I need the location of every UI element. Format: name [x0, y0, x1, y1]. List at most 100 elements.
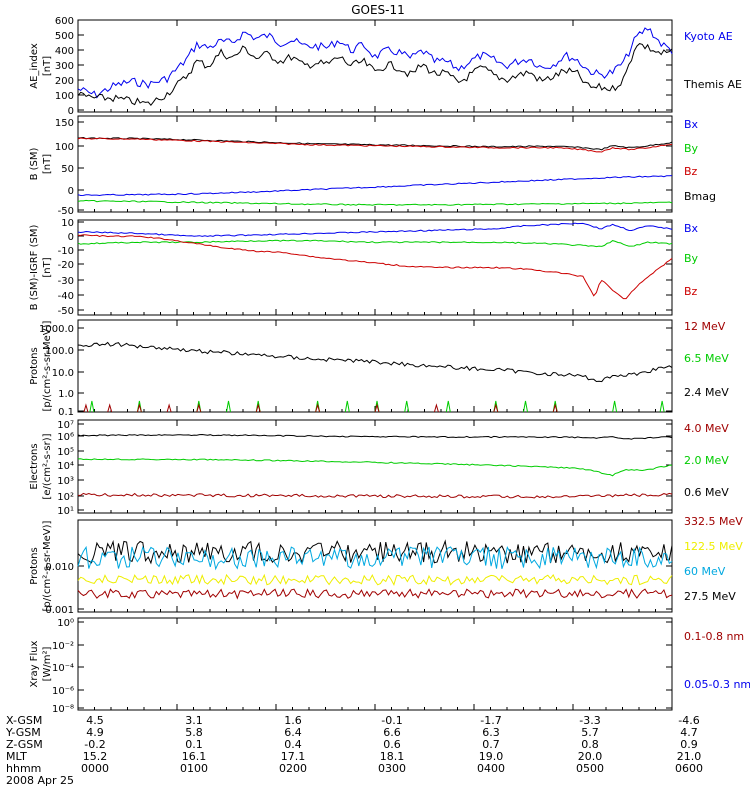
y-axis-label: [e/(cm²-s-sr)] [42, 433, 53, 499]
legend-entry: Bmag [684, 190, 716, 203]
legend-entry: 6.5 MeV [684, 352, 729, 365]
ephemeris-value: 16.1 [182, 750, 207, 763]
series-line [77, 458, 673, 477]
y-tick-label: 10³ [57, 476, 74, 487]
ephemeris-row-label: MLT [6, 750, 27, 763]
series-line [77, 341, 673, 383]
series-line [77, 43, 673, 106]
y-axis-label: AE_index [29, 43, 40, 89]
series-line [77, 539, 673, 565]
panel-2 [77, 115, 673, 213]
panel-4 [77, 319, 673, 413]
legend-entry: 0.6 MeV [684, 486, 729, 499]
y-tick-label: 100 [55, 91, 74, 102]
series-spike [659, 400, 665, 413]
y-tick-label: 600 [55, 16, 74, 27]
y-tick-label: 0.001 [45, 605, 74, 616]
y-tick-label: 10¹ [57, 506, 74, 517]
y-tick-label: 10² [57, 492, 74, 503]
ephemeris-value: 0400 [477, 762, 505, 775]
legend-entry: Bz [684, 165, 698, 178]
y-tick-label: 10⁴ [57, 461, 74, 472]
series-line [77, 175, 673, 197]
y-axis-label: [p/(cm²-s-sr-MeV)] [42, 320, 53, 411]
ephemeris-value: 0.9 [680, 738, 698, 751]
ephemeris-value: 18.1 [380, 750, 405, 763]
ephemeris-value: 5.8 [185, 726, 203, 739]
ephemeris-value: 17.1 [281, 750, 306, 763]
legend-entry: By [684, 142, 699, 155]
series-spike [166, 403, 172, 413]
y-tick-label: 10⁻⁸ [52, 704, 74, 715]
ephemeris-value: 6.6 [383, 726, 401, 739]
series-spike [226, 400, 231, 413]
ephemeris-value: 1.6 [284, 714, 302, 727]
ephemeris-value: -4.6 [678, 714, 699, 727]
ephemeris-value: 6.3 [482, 726, 500, 739]
y-tick-label: -50 [58, 306, 74, 317]
legend-entry: Bx [684, 222, 699, 235]
y-tick-label: 400 [55, 46, 74, 57]
ephemeris-value: -0.1 [381, 714, 402, 727]
panel-6 [77, 519, 673, 613]
panel-frame [77, 419, 673, 514]
series-line [77, 137, 673, 153]
ephemeris-value: 15.2 [83, 750, 108, 763]
ephemeris-value: -0.2 [84, 738, 105, 751]
y-tick-label: 0 [68, 186, 74, 197]
ephemeris-value: 0000 [81, 762, 109, 775]
series-line [77, 222, 673, 237]
ephemeris-value: 0.7 [482, 738, 500, 751]
y-axis-label: B (SM)-IGRF (SM) [29, 225, 40, 311]
y-tick-label: 0.010 [45, 562, 74, 573]
ephemeris-value: 0.8 [581, 738, 599, 751]
series-line [77, 588, 673, 600]
ephemeris-value: 0.4 [284, 738, 302, 751]
y-axis-label: Electrons [29, 443, 40, 489]
ephemeris-value: 0300 [378, 762, 406, 775]
panel-frame [77, 115, 673, 213]
y-tick-label: 10.0 [52, 368, 74, 379]
y-tick-label: -20 [58, 260, 74, 271]
y-tick-label: 100 [55, 142, 74, 153]
series-spike [552, 403, 558, 413]
ephemeris-value: 0.6 [383, 738, 401, 751]
ephemeris-row-label: hhmm [6, 762, 41, 775]
y-axis-label: [W/m²] [42, 646, 53, 681]
series-line [77, 433, 673, 440]
figure-title: GOES-11 [351, 3, 405, 17]
ephemeris-value: 4.9 [86, 726, 104, 739]
panel-7 [77, 617, 673, 711]
y-tick-label: 50 [61, 164, 74, 175]
series-line [77, 199, 673, 206]
y-tick-label: 500 [55, 31, 74, 42]
panel-frame [77, 319, 673, 413]
ephemeris-value: 3.1 [185, 714, 203, 727]
legend-entry: Bz [684, 285, 698, 298]
series-line [77, 27, 673, 99]
series-spike [433, 403, 439, 413]
y-tick-label: 1000.0 [39, 324, 74, 335]
series-line [77, 492, 673, 499]
ephemeris-value: 6.4 [284, 726, 302, 739]
panel-frame [77, 519, 673, 613]
legend-entry: 2.4 MeV [684, 386, 729, 399]
y-tick-label: 10⁻⁴ [52, 663, 74, 674]
ephemeris-value: 0100 [180, 762, 208, 775]
ephemeris-value: 19.0 [479, 750, 504, 763]
y-axis-label: [nT] [42, 257, 53, 277]
series-spike [315, 403, 321, 413]
y-axis-label: [p/(cm²-s-sr-MeV)] [42, 520, 53, 611]
y-tick-label: 1.0 [58, 389, 74, 400]
y-axis-label: [nT] [42, 56, 53, 76]
series-spike [404, 400, 410, 413]
series-spike [255, 403, 261, 413]
ephemeris-row-label: Z-GSM [6, 738, 43, 751]
legend-entry: 4.0 MeV [684, 422, 729, 435]
ephemeris-value: 0500 [576, 762, 604, 775]
y-axis-label: B (SM) [29, 147, 40, 180]
panel-5 [77, 419, 673, 514]
y-tick-label: 0.1 [58, 407, 74, 418]
legend-entry: 2.0 MeV [684, 454, 729, 467]
